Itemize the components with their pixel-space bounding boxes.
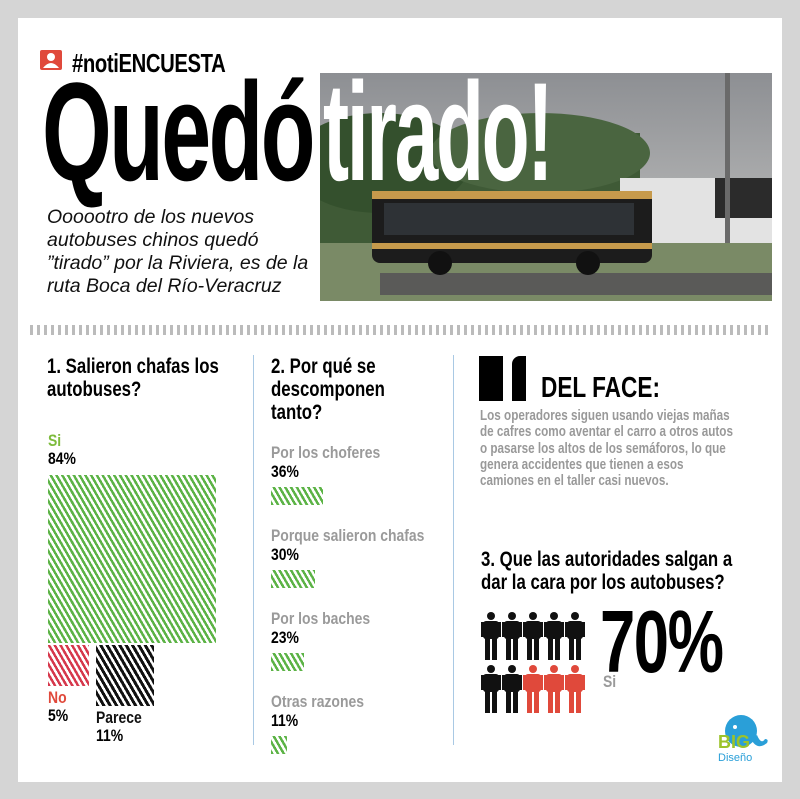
q1-value-label: 84% — [48, 449, 76, 468]
hashtag: #notiENCUESTA — [72, 48, 226, 78]
person-icon — [523, 612, 543, 665]
section-divider — [30, 325, 770, 335]
person-icon — [544, 665, 564, 718]
q1-bar-no — [48, 645, 89, 686]
q2-value-label: 23% — [271, 628, 299, 647]
elephant-logo-icon — [717, 713, 775, 758]
subtitle: Oooootro de los nuevos autobuses chinos … — [47, 206, 309, 297]
user-icon — [40, 50, 62, 70]
q2-value-label: 30% — [271, 545, 299, 564]
q2-bar — [271, 570, 315, 588]
q2-title: 2. Por qué se descomponen tanto? — [271, 355, 385, 424]
q3-title: 3. Que las autoridades salgan a dar la c… — [481, 548, 733, 594]
q2-bar — [271, 653, 305, 671]
bus-photo — [320, 73, 772, 301]
logo-diseno: Diseño — [718, 752, 753, 764]
person-icon — [481, 665, 501, 718]
quote-mark-icon — [512, 356, 526, 401]
quote-mark-icon — [479, 356, 503, 401]
face-text: Los operadores siguen usando viejas maña… — [480, 407, 733, 490]
person-icon — [565, 612, 585, 665]
q1-value-label: 5% — [48, 705, 69, 725]
q2-category-label: Otras razones — [271, 692, 364, 711]
q2-value-label: 11% — [271, 711, 299, 730]
column-divider — [453, 355, 454, 745]
q1-bar-parece — [96, 645, 154, 706]
person-icon — [502, 665, 522, 718]
headline-part-2: tirado! — [323, 53, 553, 210]
q2-value-label: 36% — [271, 462, 299, 481]
face-title: DEL FACE: — [541, 372, 660, 404]
person-icon — [523, 665, 543, 718]
person-icon — [544, 612, 564, 665]
q2-bar — [271, 736, 287, 754]
column-divider — [253, 355, 254, 745]
person-icon — [565, 665, 585, 718]
headline-part-1: Quedó — [42, 53, 315, 210]
q2-category-label: Por los choferes — [271, 443, 381, 462]
q3-label: Si — [603, 672, 617, 691]
q1-category-label: No — [48, 687, 67, 707]
person-icon — [481, 612, 501, 665]
q1-value-label: 11% — [96, 725, 124, 745]
q1-title: 1. Salieron chafas los autobuses? — [47, 355, 219, 401]
q2-category-label: Por los baches — [271, 609, 371, 628]
person-icon — [502, 612, 522, 665]
q2-bar — [271, 487, 324, 505]
logo-big: BIG — [718, 732, 751, 752]
q2-category-label: Porque salieron chafas — [271, 526, 425, 545]
q1-bar-si — [48, 475, 216, 643]
q1-category-label: Parece — [96, 707, 142, 727]
q3-value: 70% — [600, 592, 724, 691]
q1-category-label: Si — [48, 431, 62, 450]
